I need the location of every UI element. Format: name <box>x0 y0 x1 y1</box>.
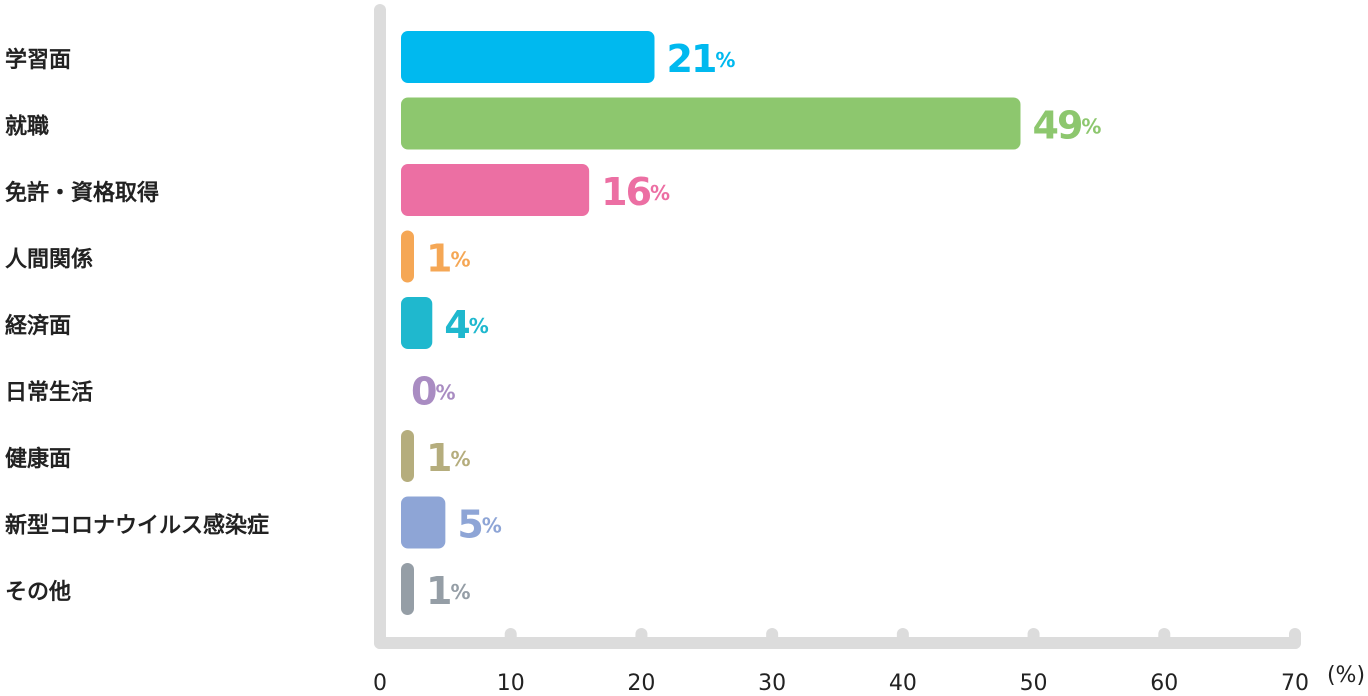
bar <box>401 230 414 283</box>
value-label: 49% <box>1033 103 1102 147</box>
x-tick-label: 30 <box>758 671 786 696</box>
x-tick-label: 60 <box>1150 671 1178 696</box>
bar <box>401 430 414 482</box>
value-label: 21% <box>667 37 736 81</box>
value-label: 16% <box>601 170 670 214</box>
value-label: 4% <box>444 303 489 347</box>
value-number: 1 <box>426 436 450 480</box>
value-label: 5% <box>457 502 502 546</box>
value-unit: % <box>450 580 470 604</box>
x-tick-label: 70 <box>1281 671 1309 696</box>
value-number: 1 <box>426 236 450 280</box>
value-unit: % <box>469 314 489 338</box>
value-unit: % <box>715 48 735 72</box>
bar <box>401 496 446 549</box>
value-number: 4 <box>444 303 469 347</box>
value-number: 49 <box>1033 103 1082 147</box>
value-number: 0 <box>411 369 436 413</box>
category-label: 新型コロナウイルス感染症 <box>5 513 269 539</box>
category-label: 日常生活 <box>5 380 93 406</box>
x-tick-label: 50 <box>1020 671 1048 696</box>
value-number: 5 <box>457 502 481 546</box>
category-label: その他 <box>5 580 71 605</box>
bar <box>401 97 1021 150</box>
value-unit: % <box>450 447 470 471</box>
bar <box>401 31 655 83</box>
x-tick-label: 10 <box>497 671 525 696</box>
value-label: 0% <box>411 369 456 413</box>
x-tick-label: 0 <box>373 671 387 696</box>
value-unit: % <box>450 247 470 271</box>
value-label: 1% <box>426 236 471 280</box>
category-label: 免許・資格取得 <box>5 180 159 206</box>
category-label: 人間関係 <box>5 248 93 273</box>
x-tick-label: 20 <box>627 671 655 696</box>
value-label: 1% <box>426 436 471 480</box>
x-axis-unit: (%) <box>1327 663 1365 688</box>
value-number: 16 <box>601 170 650 214</box>
category-label: 学習面 <box>5 47 71 73</box>
bar <box>401 297 433 349</box>
value-unit: % <box>1081 114 1101 138</box>
bar <box>401 164 590 216</box>
value-label: 1% <box>426 569 471 613</box>
value-number: 1 <box>426 569 450 613</box>
value-number: 21 <box>667 37 716 81</box>
category-label: 就職 <box>5 114 49 140</box>
value-unit: % <box>435 380 455 404</box>
bar <box>401 563 414 615</box>
category-label: 健康面 <box>5 446 71 472</box>
category-label: 経済面 <box>5 313 71 339</box>
value-unit: % <box>650 181 670 205</box>
x-tick-label: 40 <box>889 671 917 696</box>
value-unit: % <box>482 513 502 537</box>
